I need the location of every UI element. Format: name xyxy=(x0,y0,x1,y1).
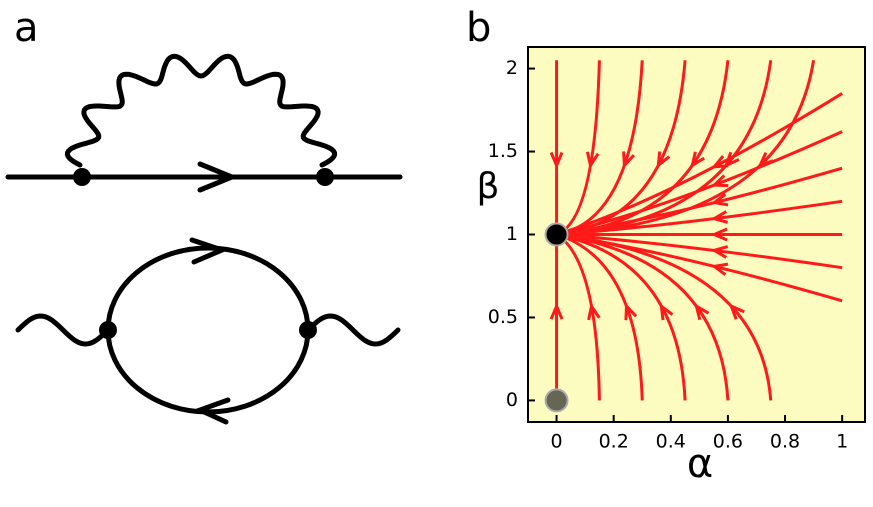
y-tick-label: 1.5 xyxy=(488,140,518,162)
y-tick-label: 0.5 xyxy=(488,306,518,328)
panel-label: a xyxy=(14,5,39,51)
arrow xyxy=(189,237,230,265)
y-axis-label: β xyxy=(477,166,500,207)
y-tick-label: 0 xyxy=(506,389,518,411)
x-tick-label: 0.4 xyxy=(656,431,686,453)
x-tick-label: 0 xyxy=(551,431,563,453)
fixed-point xyxy=(544,388,569,413)
flow-arrow xyxy=(710,193,729,207)
fermion-loop xyxy=(105,245,311,415)
flow-line xyxy=(556,130,843,236)
fixed-point xyxy=(544,222,569,247)
flow-arrow xyxy=(656,151,671,169)
flow-line xyxy=(556,233,773,401)
flow-arrow xyxy=(694,303,710,321)
flow-arrow xyxy=(710,262,729,276)
x-axis-label: α xyxy=(687,441,713,487)
flow-line xyxy=(556,92,843,236)
flow-arrow xyxy=(710,245,729,259)
photon-line xyxy=(305,313,401,347)
flow-arrow xyxy=(710,210,729,224)
y-tick-label: 1 xyxy=(506,223,518,245)
flow-arrow xyxy=(710,227,728,242)
flow-arrow xyxy=(659,302,674,321)
flow-line xyxy=(556,233,687,401)
y-tick-label: 2 xyxy=(506,57,518,79)
flow-arrow xyxy=(549,151,564,170)
x-tick-label: 0.6 xyxy=(713,431,743,453)
flow-line xyxy=(556,166,843,236)
x-tick-label: 0.8 xyxy=(770,431,800,453)
flow-line xyxy=(556,233,843,270)
arrow xyxy=(197,161,239,193)
flow-line xyxy=(556,199,843,236)
flow-arrow xyxy=(690,151,705,169)
flow-line xyxy=(556,233,730,401)
feynman-diagrams xyxy=(5,53,403,425)
vertex xyxy=(73,168,91,186)
panel-label: b xyxy=(466,5,491,51)
arrow xyxy=(193,397,231,425)
flow-line xyxy=(556,60,773,236)
flow-arrow xyxy=(585,151,600,170)
flow-line xyxy=(556,233,644,401)
x-tick-label: 1 xyxy=(836,431,848,453)
flow-arrow xyxy=(587,302,601,321)
flow-arrow xyxy=(710,155,729,169)
x-tick-label: 0.2 xyxy=(599,431,629,453)
photon-line xyxy=(15,313,111,347)
flow-arrow xyxy=(728,303,745,320)
flow-arrow xyxy=(549,302,564,320)
flow-arrow xyxy=(622,151,636,170)
flow-arrow xyxy=(624,302,638,321)
photon-line xyxy=(64,53,338,168)
vertex xyxy=(316,168,334,186)
flow-arrow xyxy=(710,174,729,188)
